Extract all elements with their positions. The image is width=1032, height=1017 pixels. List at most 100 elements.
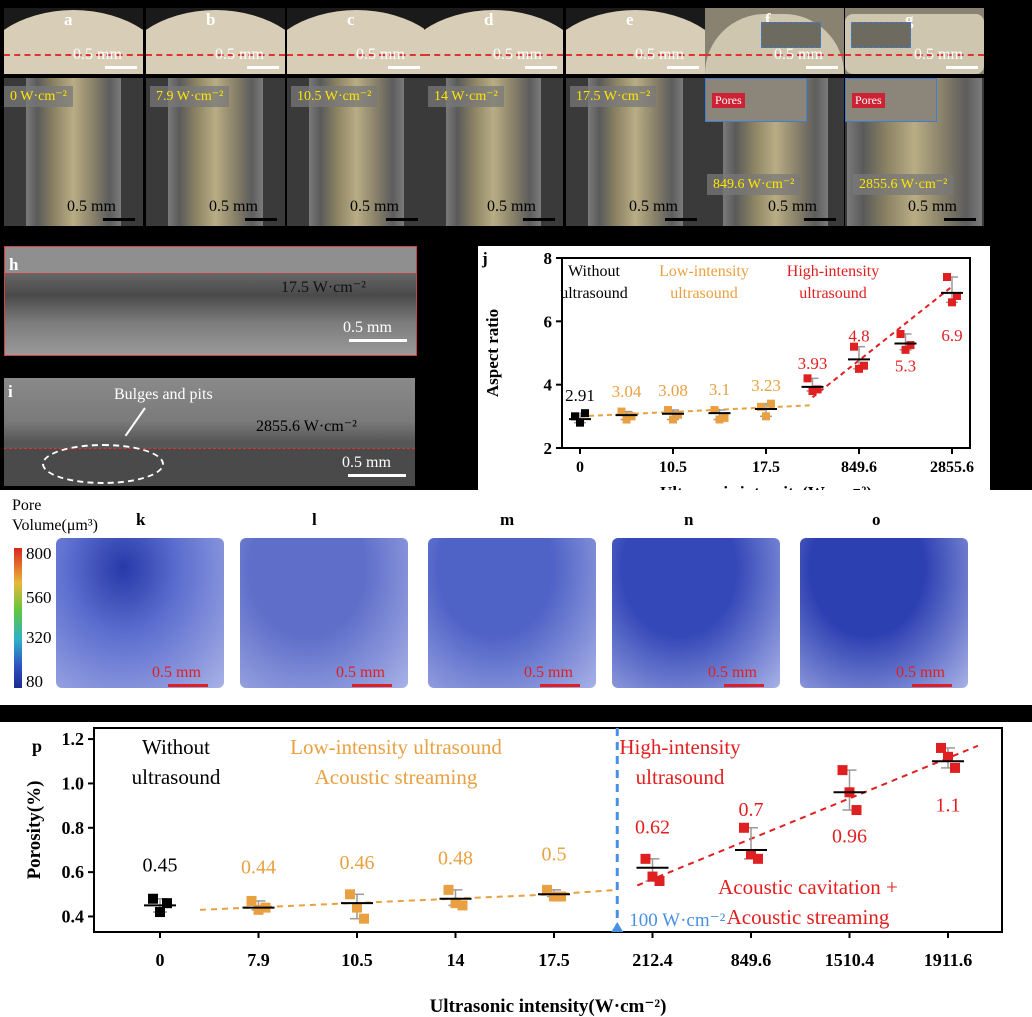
scale-bar [105,66,137,69]
data-point [950,762,960,773]
region-label: ultrasound [636,765,725,789]
panel-letter: a [64,10,73,29]
data-point [953,292,961,300]
plot-frame [93,727,1003,933]
scale-bar [724,684,764,687]
trend-high [811,285,953,399]
x-tick-label: 212.4 [632,950,673,970]
panel-letter: f [765,10,771,29]
mean-label: 3.1 [709,380,730,399]
scale-label: 0.5 mm [356,46,405,63]
mean-label: 0.96 [832,825,867,847]
intensity-label: 2855.6 W·cm⁻² [256,418,357,435]
pore-zoom-region [851,22,911,48]
data-point [850,342,858,351]
x-tick-label: 14 [447,950,465,970]
data-point [576,418,584,427]
region-label: Acoustic streaming [315,765,478,789]
panel-letter: m [500,510,515,529]
cap-image: f 0.5 mm [705,8,844,74]
cross-section-h: h 17.5 W·cm⁻² 0.5 mm [4,246,417,356]
scale-bar [912,684,952,687]
pores-label: Pores [852,93,885,108]
porosity-chart-panel: 0.4 0.6 0.8 1.0 1.2 0 7.9 10.5 14 17.5 212.4 849.6 1… [0,722,1032,1017]
track-image: 0 W·cm⁻² 0.5 mm [4,78,143,226]
mean-label: 0.7 [739,799,764,821]
threshold-label: 100 W·cm⁻² [629,910,725,931]
scale-label: 0.5 mm [73,46,122,63]
scale-label: 0.5 mm [708,664,757,681]
porosity-chart: 0.4 0.6 0.8 1.0 1.2 0 7.9 10.5 14 17.5 212.4 849.6 1… [24,727,1003,1017]
scale-label: 0.5 mm [914,46,963,63]
panel-letter: i [8,382,13,401]
data-point [549,891,559,902]
scale-bar [386,218,418,221]
data-point [855,364,863,373]
intensity-label: 0 W·cm⁻² [4,86,73,107]
scale-label: 0.5 mm [524,664,573,681]
track-image: 7.9 W·cm⁻² 0.5 mm [146,78,285,226]
scale-label: 0.5 mm [342,454,391,471]
scale-label: 0.5 mm [350,198,399,215]
y-axis-label: Aspect ratio [483,309,502,397]
scale-bar [247,66,279,69]
intensity-label: 17.5 W·cm⁻² [281,279,366,296]
region-label: Without [142,735,210,759]
panel-letter: c [347,10,355,29]
cap-surface [146,10,285,74]
pore-volume-row: Pore Volume(μm³) 800 560 320 80 k 0.5 mm l 0.5… [0,490,1032,705]
data-point [669,415,677,424]
scale-bar [103,218,135,221]
cap-surface [424,10,563,74]
mean-label: 0.62 [635,817,670,839]
data-point [943,273,951,281]
pore-title-line1: Pore [12,497,42,514]
data-point [359,913,369,924]
cap-image: d 0.5 mm [424,8,563,74]
cap-surface [4,10,143,74]
colorbar-tick: 320 [26,628,52,647]
x-tick-label: 1510.4 [825,950,875,970]
threshold-marker [611,922,624,932]
mean-label: 5.3 [895,357,916,376]
trend-low [579,404,813,418]
data-point [457,900,468,911]
scale-label: 0.5 mm [768,198,817,215]
panel-letter: e [626,10,634,29]
data-point [739,822,749,833]
data-point [851,805,862,816]
data-point [948,298,956,307]
data-point [753,853,763,864]
mean-label: 0.46 [340,852,375,874]
data-point [450,898,461,909]
scale-label: 0.5 mm [774,46,823,63]
cap-surface [566,10,705,74]
annotation-arrow [124,407,146,437]
scale-label: 0.5 mm [487,198,536,215]
data-point [627,412,636,421]
y-tick-label: 0.4 [62,906,85,926]
data-point [906,341,915,350]
panel-letter: n [684,510,694,529]
scale-bar [806,66,838,69]
x-tick-label: 1911.6 [924,950,973,970]
colorbar [14,548,22,688]
y-tick-label: 1.0 [62,773,85,793]
data-point [345,889,355,900]
x-axis-label: Ultrasonic intensity(W·cm⁻²) [430,996,667,1017]
data-point [622,415,631,424]
y-tick-label: 1.2 [62,729,85,749]
scale-bar [946,66,978,69]
region-label: ultrasound [799,285,867,302]
scale-bar [523,218,555,221]
data-point [664,406,672,414]
panel-letter: j [481,249,488,268]
scale-label: 0.5 mm [908,198,957,215]
pore-title-line2: Volume(μm³) [12,517,98,534]
data-point [647,871,658,882]
region-label: Low-intensity ultrasound [290,735,502,759]
scale-bar [944,218,976,221]
y-axis-label: Porosity(%) [24,781,45,880]
cap-boundary [705,54,844,56]
data-point [253,904,264,915]
